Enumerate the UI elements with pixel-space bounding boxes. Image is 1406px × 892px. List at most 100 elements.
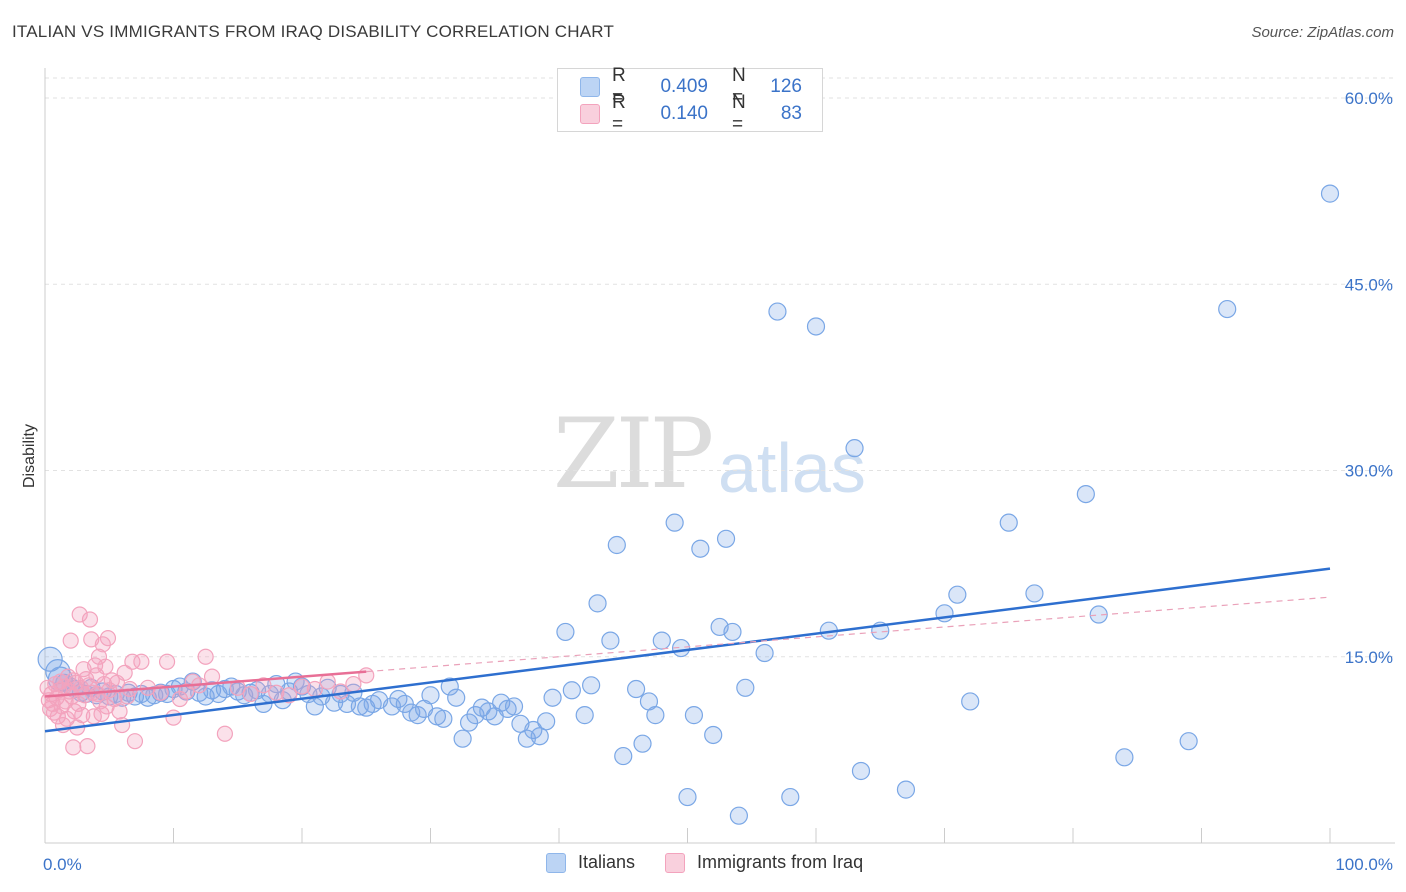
- iraq-point: [358, 667, 375, 684]
- italian-point: [736, 678, 755, 697]
- italian-point: [575, 706, 594, 725]
- y-tick-label: 45.0%: [1345, 275, 1393, 294]
- italian-point: [601, 631, 620, 650]
- watermark-zip: ZIP: [553, 398, 714, 510]
- legend-n-value: 126: [770, 76, 802, 97]
- italian-point: [607, 535, 626, 555]
- series-legend-label: Immigrants from Iraq: [697, 852, 864, 872]
- italian-point: [1115, 748, 1134, 767]
- iraq-point: [90, 648, 108, 665]
- iraq-point: [99, 630, 117, 647]
- legend-r-value: 0.409: [660, 76, 708, 97]
- series-legend: Italians Immigrants from Iraq: [546, 852, 893, 873]
- legend-r-value: 0.140: [660, 103, 708, 124]
- watermark-atlas: atlas: [718, 429, 866, 507]
- italian-point: [652, 631, 671, 650]
- italian-point: [588, 594, 607, 613]
- chart-title: ITALIAN VS IMMIGRANTS FROM IRAQ DISABILI…: [12, 22, 615, 41]
- legend-swatch-italians: [580, 77, 600, 97]
- iraq-point: [216, 725, 233, 742]
- italian-point: [582, 676, 601, 695]
- italians-points: [37, 184, 1340, 825]
- italian-point: [292, 677, 312, 696]
- italian-point: [626, 679, 646, 699]
- legend-row-iraq: R = 0.140 N = 83: [580, 92, 802, 135]
- iraq-point: [229, 679, 246, 696]
- iraq-point: [268, 684, 285, 701]
- x-tick-label: 100.0%: [1335, 855, 1393, 874]
- italian-point: [556, 622, 575, 642]
- italian-point: [948, 585, 967, 604]
- italian-point: [543, 688, 562, 707]
- iraq-point: [97, 658, 114, 675]
- iraq-point: [124, 653, 141, 670]
- iraq-point: [81, 611, 99, 628]
- series-legend-iraq[interactable]: Immigrants from Iraq: [665, 852, 863, 873]
- italian-point: [1218, 299, 1237, 319]
- italian-point: [633, 734, 652, 753]
- italian-point: [453, 729, 472, 748]
- iraq-point: [49, 708, 66, 725]
- italian-point: [1025, 584, 1044, 603]
- legend-r-label: R =: [612, 65, 626, 108]
- italian-point: [614, 746, 633, 766]
- iraq-point: [178, 683, 195, 700]
- italian-point: [447, 688, 466, 707]
- iraq-point: [165, 709, 182, 726]
- italian-point: [896, 780, 916, 799]
- italian-point: [755, 643, 774, 663]
- source-label: Source: ZipAtlas.com: [1251, 24, 1394, 41]
- y-axis-title: Disability: [21, 424, 38, 488]
- iraq-point: [158, 653, 176, 670]
- iraq-point: [79, 738, 96, 755]
- iraq-point: [319, 673, 336, 690]
- iraq-point: [65, 739, 82, 756]
- iraq-point: [293, 678, 311, 695]
- italian-point: [434, 709, 453, 728]
- italian-point: [768, 302, 787, 321]
- legend-swatch-italians: [546, 852, 566, 873]
- x-tick-label: 0.0%: [43, 855, 82, 874]
- iraq-point: [74, 707, 91, 724]
- legend-r-label: R =: [612, 92, 626, 135]
- italian-point: [716, 529, 736, 548]
- iraq-point: [203, 668, 221, 685]
- italian-point: [781, 787, 800, 807]
- y-tick-label: 15.0%: [1345, 648, 1393, 667]
- legend-n-label: N =: [732, 65, 746, 108]
- legend-swatch-iraq: [665, 852, 686, 873]
- correlation-legend: R = 0.409 N = 126 R = 0.140 N = 83: [557, 65, 823, 135]
- italian-point: [665, 513, 684, 532]
- italian-point: [806, 317, 826, 336]
- italian-point: [37, 646, 63, 672]
- legend-swatch-iraq: [580, 104, 600, 124]
- iraq-point: [111, 703, 128, 720]
- italian-point: [851, 761, 871, 781]
- iraq-point: [71, 606, 88, 623]
- italian-point: [1089, 605, 1108, 624]
- iraq-trend-extension: [366, 596, 1331, 673]
- gridlines: [45, 77, 1395, 658]
- trend-lines: [44, 567, 1331, 733]
- iraq-trend-line: [44, 670, 367, 698]
- italian-point: [723, 622, 742, 642]
- italian-point: [678, 787, 697, 807]
- italian-point: [684, 706, 704, 725]
- italian-point: [691, 539, 710, 558]
- italian-point: [537, 712, 556, 731]
- iraq-point: [62, 632, 79, 649]
- italian-point: [440, 677, 459, 696]
- iraq-point: [133, 653, 150, 670]
- iraq-point: [197, 648, 214, 665]
- italian-point: [1320, 184, 1340, 203]
- y-tick-label: 30.0%: [1345, 462, 1393, 481]
- iraq-point: [116, 664, 133, 681]
- series-legend-italians[interactable]: Italians: [546, 852, 635, 873]
- italian-point: [845, 439, 864, 458]
- italian-point: [504, 697, 524, 716]
- series-legend-label: Italians: [578, 852, 636, 872]
- italian-point: [961, 692, 980, 711]
- italian-point: [646, 706, 665, 725]
- iraq-point: [126, 733, 144, 750]
